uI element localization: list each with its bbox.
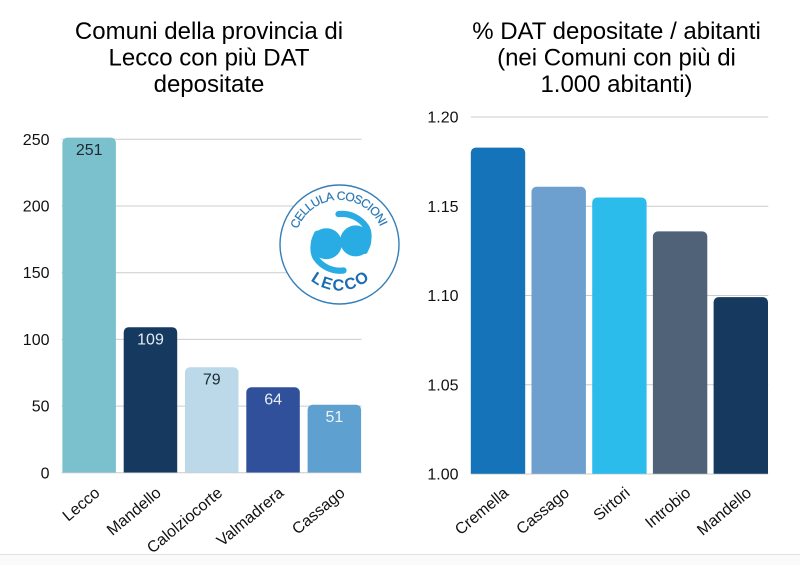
svg-text:250: 250 bbox=[23, 132, 50, 149]
svg-text:1.10: 1.10 bbox=[427, 288, 458, 305]
svg-text:% DAT depositate / abitanti: % DAT depositate / abitanti bbox=[472, 18, 761, 45]
svg-text:1.20: 1.20 bbox=[427, 110, 458, 127]
svg-text:64: 64 bbox=[264, 392, 282, 409]
svg-text:O: O bbox=[344, 189, 356, 205]
svg-text:100: 100 bbox=[23, 332, 50, 349]
svg-text:79: 79 bbox=[203, 372, 221, 389]
svg-text:(nei Comuni con più di: (nei Comuni con più di bbox=[497, 45, 736, 72]
svg-text:Lecco con più DAT: Lecco con più DAT bbox=[109, 45, 310, 72]
svg-text:I: I bbox=[376, 219, 390, 228]
svg-text:109: 109 bbox=[137, 332, 164, 349]
svg-text:51: 51 bbox=[326, 409, 344, 426]
svg-text:A: A bbox=[324, 189, 336, 205]
svg-text:200: 200 bbox=[23, 199, 50, 216]
svg-text:L: L bbox=[317, 191, 328, 207]
svg-text:1.05: 1.05 bbox=[427, 377, 458, 394]
svg-text:251: 251 bbox=[76, 142, 103, 159]
svg-text:Comuni della provincia di: Comuni della provincia di bbox=[75, 18, 343, 45]
svg-text:1.15: 1.15 bbox=[427, 199, 458, 216]
svg-text:0: 0 bbox=[41, 465, 50, 482]
svg-text:C: C bbox=[342, 274, 358, 295]
svg-text:150: 150 bbox=[23, 265, 50, 282]
svg-text:1.00: 1.00 bbox=[427, 467, 458, 484]
svg-text:50: 50 bbox=[32, 399, 50, 416]
svg-text:C: C bbox=[332, 276, 344, 294]
svg-text:I: I bbox=[365, 201, 377, 214]
svg-text:C: C bbox=[337, 189, 346, 203]
svg-text:depositate: depositate bbox=[154, 71, 265, 98]
svg-text:1.000 abitanti): 1.000 abitanti) bbox=[540, 71, 692, 98]
